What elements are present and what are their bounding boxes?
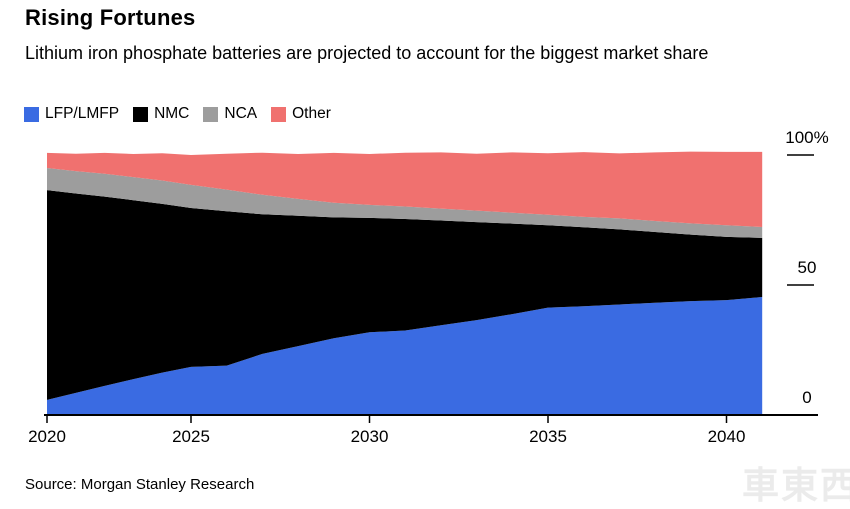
legend: LFP/LMFP NMC NCA Other [24,105,331,123]
page-title: Rising Fortunes [25,5,196,30]
area-nmc [47,190,763,400]
legend-item-nmc: NMC [133,105,189,123]
legend-label-nca: NCA [224,105,258,122]
x-axis-label: 2030 [350,427,389,446]
y-axis-label: 50 [797,258,817,277]
nca-swatch-icon [203,106,219,122]
watermark: 車東西 [742,465,850,506]
legend-item-other: Other [271,105,331,123]
legend-label-lfp: LFP/LMFP [45,105,120,122]
legend-label-other: Other [292,105,331,122]
legend-item-nca: NCA [203,105,257,123]
other-swatch-icon [271,106,287,122]
chart-subtitle: Lithium iron phosphate batteries are pro… [25,43,709,63]
y-axis-label: 100% [785,128,829,147]
lfp-swatch-icon [24,106,39,122]
x-axis-label: 2040 [707,427,746,446]
area-lfp-lmfp [47,297,763,415]
legend-label-nmc: NMC [154,105,190,122]
x-axis-label: 2035 [529,427,567,446]
area-nca [47,168,763,238]
x-axis-label: 2025 [172,427,210,446]
legend-item-lfp: LFP/LMFP [24,105,119,123]
area-other [47,151,763,227]
x-axis-label: 2020 [28,427,66,446]
nmc-swatch-icon [133,106,149,122]
source-note: Source: Morgan Stanley Research [25,476,255,493]
y-axis-label: 0 [802,388,812,407]
